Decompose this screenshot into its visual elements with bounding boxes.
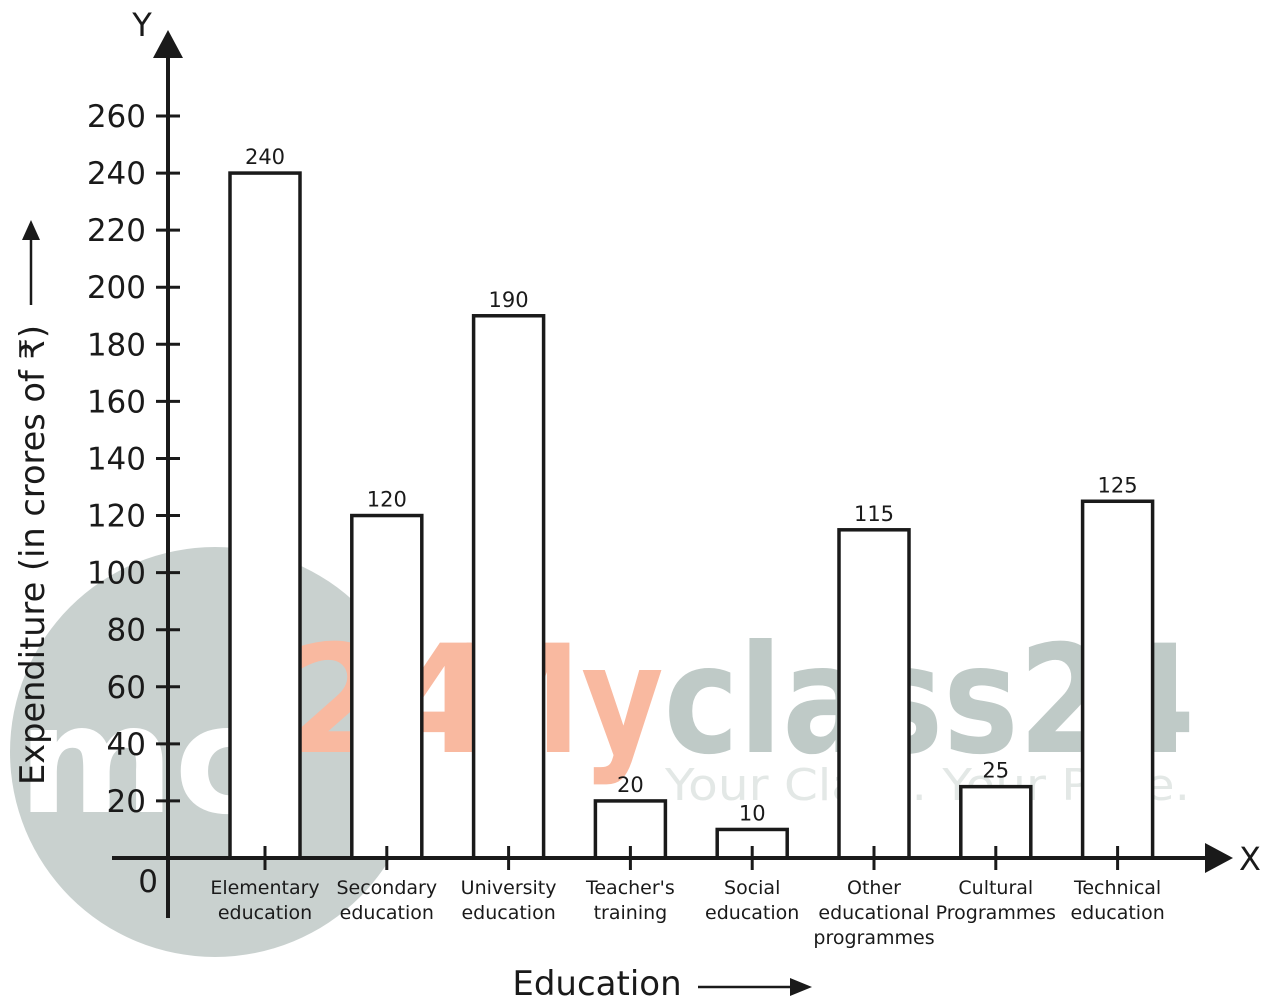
x-axis-title-arrow-head — [790, 978, 812, 996]
x-tick-label: Technical education — [1070, 877, 1164, 924]
x-tick-label-line: education — [1070, 902, 1164, 924]
y-tick-label: 180 — [87, 327, 146, 363]
y-tick-label: 240 — [87, 156, 146, 192]
x-tick-label-line: Teacher's — [585, 877, 675, 899]
data-label: 120 — [367, 488, 407, 512]
y-axis-title-arrow-head — [22, 220, 40, 240]
data-label: 125 — [1098, 473, 1138, 497]
bar — [471, 314, 546, 860]
bar — [837, 528, 911, 860]
data-label: 190 — [489, 288, 529, 312]
y-tick-label: 40 — [107, 727, 146, 763]
x-tick-label-line: education — [461, 902, 555, 924]
y-tick-label: 0 — [138, 864, 158, 900]
x-tick-label: University education — [461, 877, 557, 924]
x-tick-label: Secondary education — [336, 877, 437, 924]
x-axis-title-group: Education — [512, 964, 812, 1002]
x-tick-label: Teacher's training — [585, 877, 675, 924]
x-tick-label-line: education — [218, 902, 312, 924]
x-axis-letter: X — [1239, 840, 1261, 878]
x-tick-label-line: Other — [847, 877, 901, 899]
x-tick-label-line: Elementary — [210, 877, 319, 899]
watermark-logo-text: mc — [18, 674, 263, 848]
y-axis-arrow — [153, 30, 183, 58]
x-tick-label-line: Cultural — [958, 877, 1033, 899]
x-tick-label-line: education — [705, 902, 799, 924]
data-label: 20 — [617, 773, 644, 797]
x-tick-label-line: training — [594, 902, 668, 924]
data-label: 240 — [245, 145, 285, 169]
y-axis-letter: Y — [131, 6, 152, 44]
y-tick-label: 140 — [87, 441, 146, 477]
data-label: 115 — [854, 502, 894, 526]
x-tick-label-line: Programmes — [936, 902, 1056, 924]
x-tick-label: Cultural Programmes — [936, 877, 1056, 924]
bar — [350, 513, 424, 860]
y-tick-label: 120 — [87, 499, 146, 535]
y-tick-label: 260 — [87, 99, 146, 135]
y-axis-title: Expenditure (in crores of ₹) — [13, 325, 53, 785]
y-tick-label: 160 — [87, 384, 146, 420]
axes: Y X — [112, 6, 1261, 918]
y-tick-label: 100 — [87, 556, 146, 592]
bar — [1080, 499, 1155, 860]
y-axis-title-group: Expenditure (in crores of ₹) — [13, 220, 53, 785]
data-label: 10 — [739, 801, 766, 825]
y-tick-label: 20 — [107, 784, 146, 820]
x-tick-label-line: educational — [818, 902, 929, 924]
bar — [228, 171, 302, 860]
x-axis-title: Education — [512, 964, 681, 1002]
x-axis-arrow — [1205, 843, 1233, 873]
x-tick-label-line: Technical — [1073, 877, 1161, 899]
x-tick-label: Elementary education — [210, 877, 319, 924]
data-label: 25 — [982, 759, 1009, 783]
x-tick-label: Other educational programmes — [813, 877, 934, 949]
bars-group: 240 120 190 20 10 115 25 125 — [228, 145, 1155, 860]
x-tick-label-line: education — [340, 902, 434, 924]
y-tick-label: 80 — [107, 613, 146, 649]
x-tick-label-line: Secondary — [336, 877, 437, 899]
x-tick-label: Social education — [705, 877, 799, 924]
x-tick-label-line: Social — [724, 877, 780, 899]
x-tick-label-line: programmes — [813, 927, 934, 949]
y-tick-label: 60 — [107, 670, 146, 706]
watermark-circle — [10, 547, 420, 957]
x-tick-label-line: University — [461, 877, 557, 899]
y-tick-label: 220 — [87, 213, 146, 249]
y-ticks: 0 20 40 60 80 100 120 140 160 180 200 220 240 260 — [87, 99, 180, 900]
y-tick-label: 200 — [87, 270, 146, 306]
